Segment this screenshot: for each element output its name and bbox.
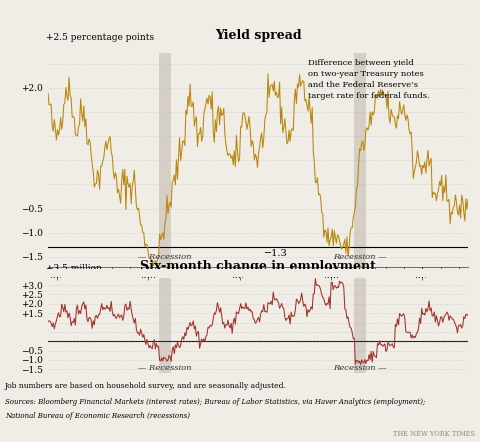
Bar [159, 278, 171, 373]
Text: Job numbers are based on household survey, and are seasonally adjusted.: Job numbers are based on household surve… [5, 382, 287, 390]
Text: Recession —: Recession — [333, 364, 387, 372]
Text: Recession —: Recession — [333, 253, 387, 261]
Text: — Recession: — Recession [138, 364, 192, 372]
Text: Six-month change in employment: Six-month change in employment [140, 260, 376, 273]
Bar [159, 53, 171, 267]
Text: — Recession: — Recession [138, 253, 192, 261]
Bar [354, 278, 366, 373]
Bar [354, 53, 366, 267]
Text: +3.5 million: +3.5 million [46, 264, 102, 273]
Text: +2.5 percentage points: +2.5 percentage points [46, 33, 154, 42]
Text: National Bureau of Economic Research (recessions): National Bureau of Economic Research (re… [5, 412, 190, 420]
Text: THE NEW YORK TIMES: THE NEW YORK TIMES [393, 430, 475, 438]
Text: −1.3: −1.3 [264, 249, 288, 258]
Text: Sources: Bloomberg Financial Markets (interest rates); Bureau of Labor Statistic: Sources: Bloomberg Financial Markets (in… [5, 398, 425, 406]
Text: Yield spread: Yield spread [215, 29, 301, 42]
Text: Difference between yield
on two-year Treasury notes
and the Federal Reserve’s
ta: Difference between yield on two-year Tre… [308, 60, 430, 99]
